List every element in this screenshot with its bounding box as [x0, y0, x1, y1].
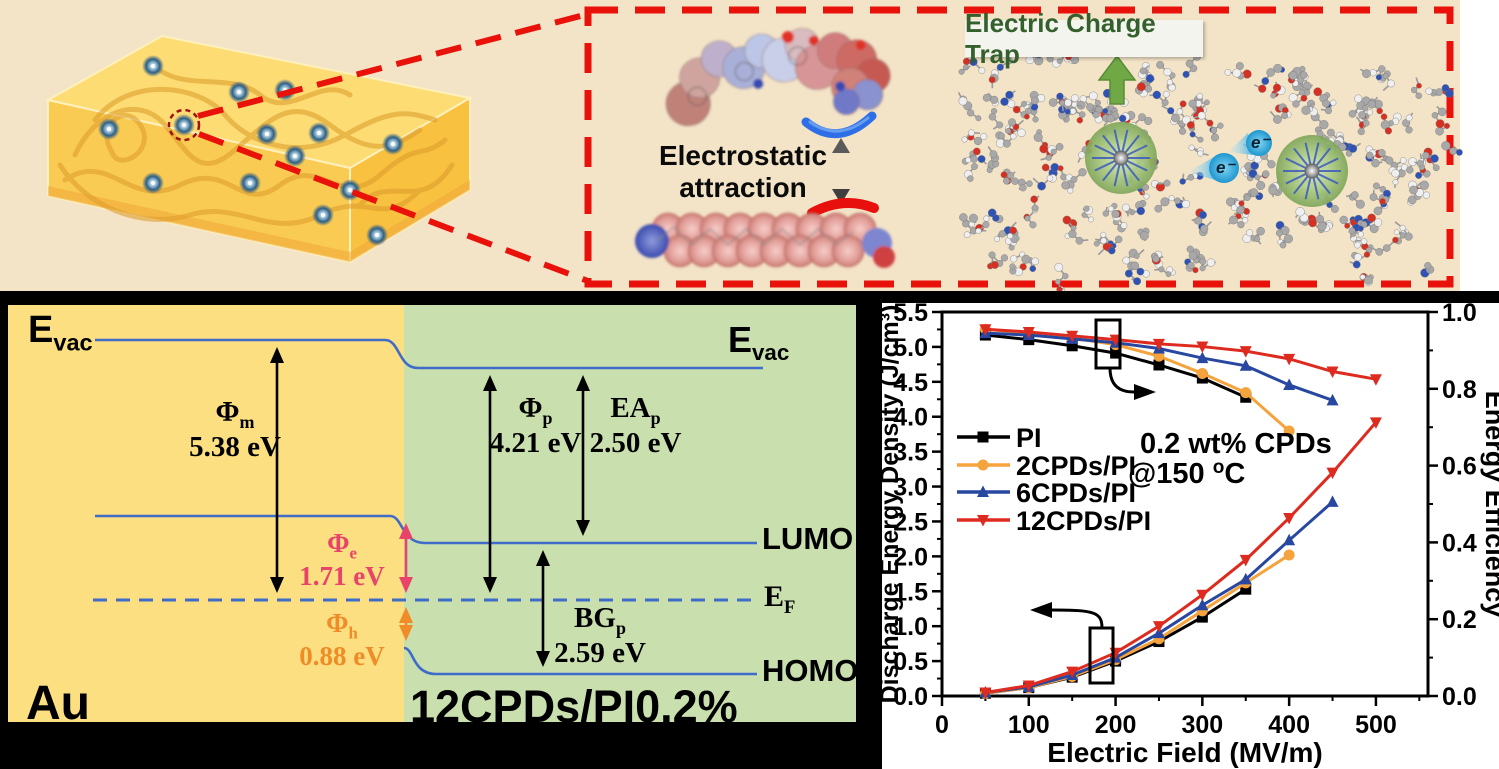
annotation-line-2: @150 oC	[1128, 457, 1245, 490]
metal-label: Au	[26, 677, 90, 730]
phi-e-label: Φe 1.71 eV	[299, 528, 385, 591]
svg-text:2.0: 2.0	[893, 543, 928, 571]
evac-left-label: Evac	[28, 309, 93, 356]
polymer-chains	[57, 59, 455, 226]
lumo-level-line	[95, 514, 757, 545]
chain-red-end	[873, 246, 895, 268]
cpd-sphere	[1276, 135, 1348, 207]
lumo-label: LUMO	[762, 521, 854, 556]
evac-right-label: Evac	[728, 319, 790, 366]
legend-label: 12CPDs/PI	[1016, 506, 1151, 536]
positive-charge-arc	[807, 198, 879, 218]
panel-divider-bar	[882, 291, 1499, 303]
top-illustration-svg	[45, 6, 1463, 294]
svg-text:1.0: 1.0	[893, 613, 928, 641]
svg-text:4.5: 4.5	[893, 369, 928, 397]
legend-label: 2CPDs/PI	[1016, 451, 1136, 481]
electrostatic-attraction-label: Electrostatic attraction	[658, 140, 828, 203]
svg-text:0.8: 0.8	[1442, 376, 1477, 404]
chart-svg: 0 100 200 300 400 500 0.0 0.5 1.0 1.5 2.0 2.5 3.0 3.5…	[876, 299, 1499, 768]
svg-text:0.4: 0.4	[1442, 529, 1477, 557]
esp-molecule-chain	[635, 212, 895, 268]
cpd-dots	[98, 55, 404, 246]
svg-text:400: 400	[1268, 711, 1310, 739]
electric-charge-trap-label-box: Electric Charge Trap	[965, 8, 1203, 69]
svg-text:1.5: 1.5	[893, 578, 928, 606]
negative-charge-arc-highlight	[808, 116, 870, 133]
svg-text:0.6: 0.6	[1442, 453, 1477, 481]
svg-text:0.0: 0.0	[1442, 683, 1477, 711]
svg-text:5.5: 5.5	[893, 299, 928, 327]
polymer-region	[404, 305, 856, 722]
phi-h-label: Φh 0.88 eV	[299, 608, 385, 671]
svg-text:2.5: 2.5	[893, 508, 928, 536]
annotation-line-1: 0.2 wt% CPDs	[1140, 428, 1332, 460]
electron-2	[1228, 130, 1272, 156]
svg-text:300: 300	[1181, 711, 1223, 739]
svg-text:0: 0	[935, 711, 949, 739]
svg-text:4.0: 4.0	[893, 404, 928, 432]
top-illustration-band: Electrostatic attraction Electric Charge…	[0, 0, 1499, 294]
esp-atom-details	[687, 31, 866, 107]
electron-label-2: e⁻	[1251, 133, 1270, 152]
phi-m-label: Φm 5.38 eV	[189, 396, 281, 463]
electron-1	[1188, 153, 1239, 183]
legend-label: 6CPDs/PI	[1016, 478, 1136, 508]
charge-trap-arrow	[1097, 54, 1137, 105]
svg-text:100: 100	[1008, 711, 1050, 739]
legend-label: PI	[1016, 423, 1042, 453]
x-axis-title: Electric Field (MV/m)	[1047, 737, 1322, 768]
series-12CPDs/PI	[985, 327, 1378, 694]
ea-p-label: EAp 2.50 eV	[589, 392, 682, 459]
attraction-arrow	[832, 138, 850, 204]
fermi-label: EF	[764, 580, 796, 618]
chain-blue-end	[635, 224, 669, 258]
evac-level-line	[95, 338, 763, 370]
svg-text:3.5: 3.5	[893, 439, 928, 467]
svg-text:5.0: 5.0	[893, 334, 928, 362]
svg-text:1.0: 1.0	[1442, 299, 1477, 327]
phi-p-label: Φp 4.21 eV	[489, 392, 582, 459]
svg-text:500: 500	[1355, 711, 1397, 739]
energy-density-chart: 0 100 200 300 400 500 0.0 0.5 1.0 1.5 2.0 2.5 3.0 3.5…	[876, 291, 1499, 769]
density-indicator-arrow	[1051, 608, 1104, 629]
energy-band-diagram: Evac Evac Φm 5.38 eV Φp 4.21 eV EAp 2.50…	[0, 291, 882, 769]
svg-text:0.2: 0.2	[1442, 606, 1477, 634]
polymer-label: 12CPDs/PI0.2%	[410, 681, 738, 732]
svg-text:0.0: 0.0	[893, 683, 928, 711]
plot-frame	[940, 310, 1430, 698]
nanocomposite-block	[45, 34, 473, 264]
bg-p-label: BGp 2.59 eV	[554, 602, 646, 669]
molecular-network	[957, 42, 1463, 294]
cpd-sphere	[1085, 122, 1157, 194]
efficiency-indicator-box	[1094, 318, 1122, 370]
esp-molecule-imide	[665, 27, 891, 126]
electron-label-1: e⁻	[1216, 158, 1235, 177]
right-axis-title: Energy Efficiency	[1480, 391, 1499, 618]
metal-region	[8, 305, 404, 722]
svg-text:0.5: 0.5	[893, 648, 928, 676]
svg-text:3.0: 3.0	[893, 474, 928, 502]
zoom-source-circle	[167, 108, 201, 142]
homo-label: HOMO	[762, 653, 859, 688]
left-axis-title: Discharge Energy Density (J/cm³)	[876, 305, 904, 704]
svg-text:200: 200	[1095, 711, 1137, 739]
homo-level-line	[403, 646, 757, 676]
efficiency-indicator-arrow	[1108, 367, 1135, 394]
band-diagram-svg	[93, 338, 763, 676]
cpd-trap-spheres	[1085, 122, 1348, 207]
